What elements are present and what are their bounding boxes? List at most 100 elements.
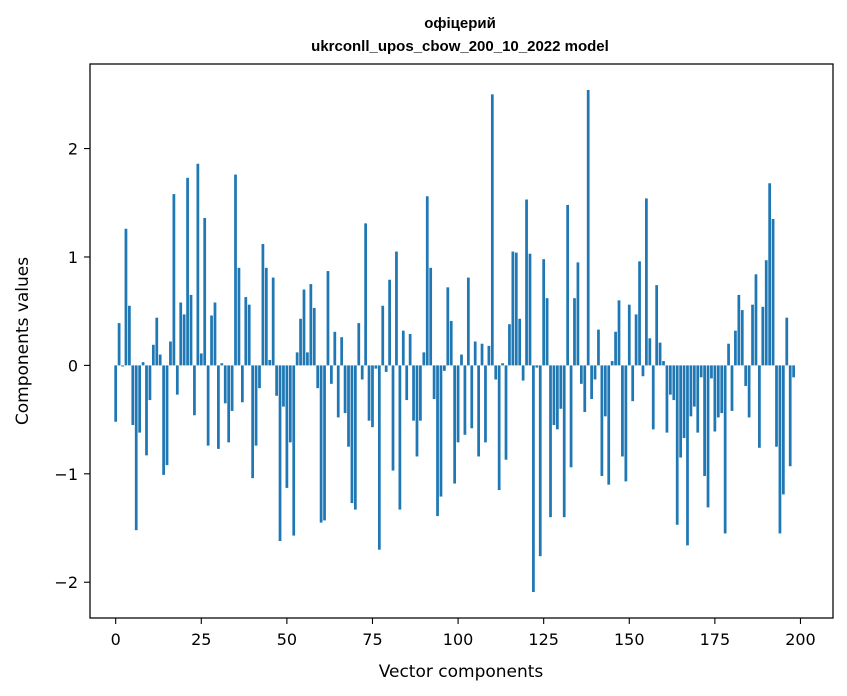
x-axis-ticks: 0 25 50 75 100 125 150 175 200 <box>111 618 816 649</box>
bar-113 <box>501 363 504 366</box>
bar-21 <box>186 177 189 366</box>
bar-135 <box>576 262 580 366</box>
bar-151 <box>631 365 635 402</box>
bar-159 <box>658 342 662 366</box>
bar-17 <box>172 194 176 366</box>
bar-71 <box>357 323 361 366</box>
bar-58 <box>312 307 316 366</box>
bar-54 <box>299 318 302 366</box>
bar-63 <box>330 365 333 384</box>
bar-147 <box>617 300 621 366</box>
bar-80 <box>388 279 391 366</box>
bar-138 <box>586 90 590 366</box>
bar-115 <box>508 324 511 366</box>
bar-197 <box>788 365 792 467</box>
bar-85 <box>405 365 409 401</box>
bar-156 <box>648 338 652 366</box>
bar-93 <box>432 365 436 399</box>
bar-181 <box>734 330 737 366</box>
y-tick-label: −2 <box>54 573 78 592</box>
bar-68 <box>347 365 350 447</box>
bar-134 <box>573 298 576 366</box>
bar-176 <box>716 365 720 418</box>
bar-145 <box>610 361 614 366</box>
bar-168 <box>689 365 693 417</box>
bar-117 <box>514 252 518 366</box>
bar-81 <box>391 365 395 471</box>
y-tick-label: 1 <box>68 248 78 267</box>
x-tick-label: 75 <box>362 630 382 649</box>
bar-131 <box>562 365 566 518</box>
bar-45 <box>268 359 272 366</box>
bar-23 <box>193 365 196 416</box>
bar-163 <box>672 365 676 401</box>
bar-155 <box>645 198 648 366</box>
bar-3 <box>124 228 128 366</box>
bar-2 <box>121 365 124 367</box>
bar-15 <box>165 365 169 466</box>
bar-177 <box>720 365 724 414</box>
bar-129 <box>556 365 559 430</box>
bar-5 <box>131 365 135 426</box>
bar-104 <box>470 365 474 429</box>
bar-98 <box>449 320 453 366</box>
bar-55 <box>302 289 306 366</box>
bar-191 <box>768 183 772 366</box>
bar-99 <box>453 365 457 484</box>
bar-48 <box>278 365 282 542</box>
bar-33 <box>227 365 231 443</box>
bar-35 <box>234 174 237 366</box>
y-axis-ticks: −2 −1 0 1 2 <box>54 140 90 592</box>
y-tick-label: 0 <box>68 356 78 375</box>
bar-189 <box>761 306 765 366</box>
bar-128 <box>552 365 556 426</box>
bar-154 <box>641 365 645 377</box>
bar-179 <box>727 343 730 366</box>
x-tick-label: 0 <box>111 630 121 649</box>
bar-172 <box>703 365 706 476</box>
y-tick-label: −1 <box>54 465 78 484</box>
bar-182 <box>737 294 741 366</box>
bar-170 <box>696 365 700 433</box>
bar-105 <box>473 341 477 366</box>
bar-106 <box>477 365 480 457</box>
bar-126 <box>545 298 549 366</box>
bar-28 <box>210 315 213 366</box>
x-tick-label: 50 <box>277 630 297 649</box>
bar-162 <box>668 365 672 395</box>
bar-144 <box>607 365 611 485</box>
x-tick-label: 150 <box>614 630 645 649</box>
bar-47 <box>275 365 278 396</box>
bar-41 <box>254 365 258 446</box>
bar-175 <box>713 365 717 432</box>
bar-171 <box>699 365 703 378</box>
y-tick-label: 2 <box>68 140 78 159</box>
chart-title: офіцерий <box>424 15 496 32</box>
bar-1 <box>117 323 121 366</box>
bar-125 <box>542 259 546 366</box>
bar-73 <box>364 223 367 366</box>
bar-90 <box>422 352 426 366</box>
bar-116 <box>511 251 515 366</box>
bar-92 <box>429 267 433 366</box>
bar-127 <box>549 365 552 518</box>
bar-111 <box>494 365 498 380</box>
bar-9 <box>145 365 148 456</box>
bar-65 <box>336 365 340 418</box>
y-axis-label: Components values <box>13 257 33 425</box>
bar-96 <box>443 365 446 371</box>
x-tick-label: 100 <box>443 630 474 649</box>
bar-59 <box>316 365 320 389</box>
bar-123 <box>535 365 539 368</box>
bar-22 <box>189 294 193 366</box>
bar-16 <box>169 341 172 366</box>
bar-150 <box>627 304 631 366</box>
bar-112 <box>497 365 501 491</box>
bar-164 <box>675 365 679 525</box>
bar-184 <box>744 365 748 386</box>
bar-119 <box>521 365 525 381</box>
bar-166 <box>682 365 686 439</box>
bar-190 <box>764 260 768 366</box>
bar-84 <box>401 330 405 366</box>
